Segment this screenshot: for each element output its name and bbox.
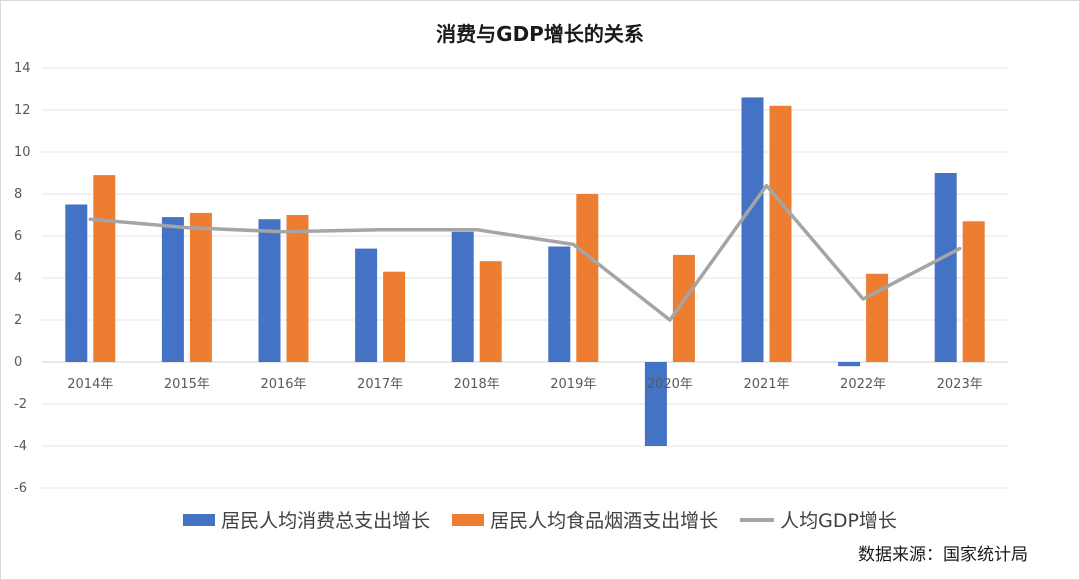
bar-food bbox=[383, 271, 406, 362]
bar-consumption bbox=[838, 362, 861, 367]
bar-food bbox=[189, 212, 212, 362]
y-tick-label: 8 bbox=[14, 187, 22, 202]
bar-consumption bbox=[548, 246, 571, 362]
bar-food bbox=[672, 254, 695, 362]
bar-food bbox=[286, 215, 309, 362]
bar-consumption bbox=[355, 248, 378, 362]
bar-consumption bbox=[741, 97, 764, 363]
y-tick-label: -4 bbox=[14, 439, 27, 454]
legend-label-gdp: 人均GDP增长 bbox=[780, 510, 897, 532]
bar-consumption bbox=[451, 231, 474, 362]
legend-item-food: 居民人均食品烟酒支出增长 bbox=[452, 506, 718, 533]
y-tick-label: -6 bbox=[14, 481, 27, 496]
y-tick-label: 12 bbox=[14, 103, 31, 118]
bar-food bbox=[962, 221, 985, 362]
x-tick-label: 2018年 bbox=[454, 377, 500, 392]
x-tick-label: 2015年 bbox=[164, 377, 210, 392]
y-tick-label: -2 bbox=[14, 397, 27, 412]
bar-food bbox=[576, 194, 599, 362]
legend-item-gdp: 人均GDP增长 bbox=[740, 506, 897, 533]
legend-item-consumption: 居民人均消费总支出增长 bbox=[183, 506, 430, 533]
y-tick-label: 14 bbox=[14, 61, 31, 76]
chart-legend: 居民人均消费总支出增长 居民人均食品烟酒支出增长 人均GDP增长 bbox=[0, 506, 1080, 533]
x-tick-label: 2014年 bbox=[67, 377, 113, 392]
bar-consumption bbox=[644, 362, 667, 446]
bar-consumption bbox=[934, 173, 957, 362]
legend-swatch-consumption bbox=[183, 513, 216, 526]
x-tick-label: 2021年 bbox=[743, 377, 789, 392]
x-tick-label: 2017年 bbox=[357, 377, 403, 392]
x-tick-label: 2020年 bbox=[647, 377, 693, 392]
y-tick-label: 10 bbox=[14, 145, 31, 160]
x-tick-label: 2023年 bbox=[937, 377, 983, 392]
x-tick-label: 2016年 bbox=[260, 377, 306, 392]
chart-title: 消费与GDP增长的关系 bbox=[436, 22, 644, 46]
legend-label-food: 居民人均食品烟酒支出增长 bbox=[490, 510, 719, 532]
bar-consumption bbox=[161, 217, 184, 362]
bar-consumption bbox=[65, 204, 88, 362]
legend-swatch-gdp bbox=[740, 517, 775, 522]
legend-swatch-food bbox=[452, 513, 485, 526]
line-gdp bbox=[88, 183, 962, 322]
bar-food bbox=[479, 261, 502, 362]
bar-consumption bbox=[258, 219, 281, 362]
x-tick-label: 2022年 bbox=[840, 377, 886, 392]
y-tick-label: 2 bbox=[14, 313, 22, 328]
bar-food bbox=[769, 105, 792, 363]
y-tick-label: 4 bbox=[14, 271, 22, 286]
y-tick-label: 0 bbox=[14, 355, 22, 370]
legend-label-consumption: 居民人均消费总支出增长 bbox=[221, 510, 431, 532]
y-tick-label: 6 bbox=[14, 229, 22, 244]
bar-food bbox=[93, 175, 116, 362]
data-source-note: 数据来源：国家统计局 bbox=[858, 545, 1028, 565]
x-tick-label: 2019年 bbox=[550, 377, 596, 392]
